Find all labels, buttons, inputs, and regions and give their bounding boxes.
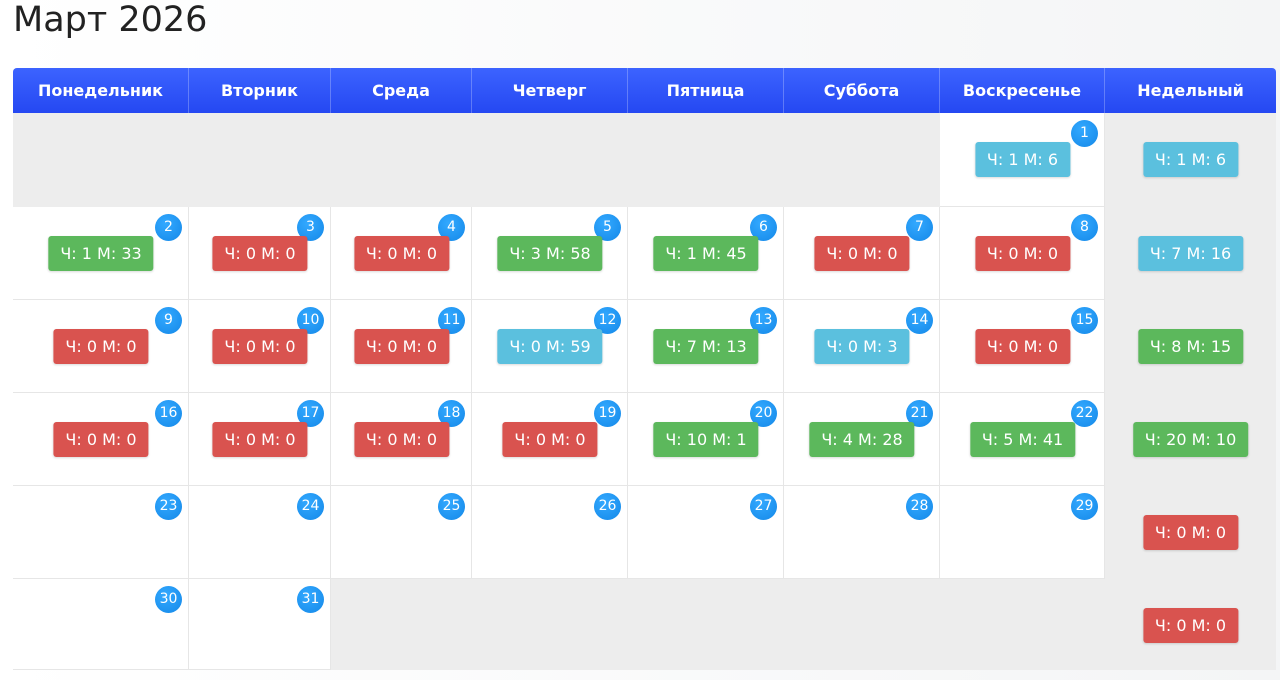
day-number: 12: [594, 307, 621, 334]
time-badge[interactable]: Ч: 5 М: 41: [969, 422, 1076, 457]
day-cell[interactable]: 16 Ч: 0 М: 0: [13, 393, 189, 486]
day-number: 10: [297, 307, 324, 334]
day-cell[interactable]: 9 Ч: 0 М: 0: [13, 300, 189, 393]
day-cell[interactable]: 8 Ч: 0 М: 0: [940, 207, 1105, 300]
day-cell[interactable]: 4 Ч: 0 М: 0: [331, 207, 472, 300]
day-cell[interactable]: 1 Ч: 1 М: 6: [940, 113, 1105, 207]
time-badge[interactable]: Ч: 0 М: 0: [974, 329, 1071, 364]
day-cell[interactable]: 3 Ч: 0 М: 0: [189, 207, 331, 300]
day-cell[interactable]: 25: [331, 486, 472, 579]
time-badge[interactable]: Ч: 0 М: 0: [212, 236, 308, 271]
day-number: 15: [1071, 307, 1098, 334]
time-badge[interactable]: Ч: 3 М: 58: [497, 236, 603, 271]
weekday-header: Понедельник: [13, 68, 189, 113]
weekday-header: Недельный: [1137, 81, 1244, 100]
day-number: 22: [1071, 400, 1098, 427]
time-badge[interactable]: Ч: 0 М: 0: [212, 329, 308, 364]
day-cell[interactable]: 31: [189, 579, 331, 670]
weekday-header: Четверг: [472, 68, 628, 113]
day-number: 14: [906, 307, 933, 334]
day-number: 1: [1071, 120, 1098, 147]
time-badge[interactable]: Ч: 0 М: 59: [497, 329, 603, 364]
day-cell[interactable]: 17 Ч: 0 М: 0: [189, 393, 331, 486]
day-cell[interactable]: 23: [13, 486, 189, 579]
day-cell[interactable]: 11 Ч: 0 М: 0: [331, 300, 472, 393]
weekly-total-badge[interactable]: Ч: 0 М: 0: [1142, 608, 1239, 643]
weekly-total-badge[interactable]: Ч: 20 М: 10: [1132, 422, 1249, 457]
weekly-total-badge[interactable]: Ч: 0 М: 0: [1142, 515, 1239, 550]
weekly-total-badge[interactable]: Ч: 1 М: 6: [1142, 142, 1239, 177]
time-badge[interactable]: Ч: 1 М: 45: [653, 236, 759, 271]
day-cell[interactable]: 27: [628, 486, 784, 579]
weekday-header: Пятница: [628, 68, 784, 113]
day-number: 29: [1071, 493, 1098, 520]
time-badge[interactable]: Ч: 1 М: 6: [974, 142, 1071, 177]
weekday-header: Вторник: [189, 68, 331, 113]
day-number: 2: [155, 214, 182, 241]
day-number: 23: [155, 493, 182, 520]
day-cell[interactable]: 15 Ч: 0 М: 0: [940, 300, 1105, 393]
time-badge[interactable]: Ч: 10 М: 1: [653, 422, 759, 457]
weekday-header: Суббота: [784, 68, 940, 113]
day-number: 26: [594, 493, 621, 520]
time-badge[interactable]: Ч: 0 М: 0: [53, 329, 149, 364]
day-number: 30: [155, 586, 182, 613]
day-number: 24: [297, 493, 324, 520]
weekday-header: Воскресенье: [940, 68, 1105, 113]
day-number: 8: [1071, 214, 1098, 241]
day-cell[interactable]: 18 Ч: 0 М: 0: [331, 393, 472, 486]
day-number: 28: [906, 493, 933, 520]
day-cell[interactable]: 6 Ч: 1 М: 45: [628, 207, 784, 300]
day-cell[interactable]: 12 Ч: 0 М: 59: [472, 300, 628, 393]
day-cell[interactable]: 5 Ч: 3 М: 58: [472, 207, 628, 300]
day-number: 16: [155, 400, 182, 427]
day-cell[interactable]: 30: [13, 579, 189, 670]
day-number: 27: [750, 493, 777, 520]
day-cell[interactable]: 20 Ч: 10 М: 1: [628, 393, 784, 486]
day-cell[interactable]: 28: [784, 486, 940, 579]
time-badge[interactable]: Ч: 0 М: 0: [353, 329, 450, 364]
page-title: Март 2026: [13, 0, 208, 40]
day-cell[interactable]: 13 Ч: 7 М: 13: [628, 300, 784, 393]
time-badge[interactable]: Ч: 4 М: 28: [809, 422, 915, 457]
day-number: 9: [155, 307, 182, 334]
calendar: Понедельник Вторник Среда Четверг Пятница Суб…: [13, 68, 1276, 670]
day-cell[interactable]: 2 Ч: 1 М: 33: [13, 207, 189, 300]
day-number: 19: [594, 400, 621, 427]
time-badge[interactable]: Ч: 0 М: 0: [502, 422, 598, 457]
day-cell[interactable]: 29: [940, 486, 1105, 579]
time-badge[interactable]: Ч: 0 М: 0: [212, 422, 308, 457]
day-number: 5: [594, 214, 621, 241]
time-badge[interactable]: Ч: 0 М: 0: [353, 422, 450, 457]
day-number: 7: [906, 214, 933, 241]
day-cell[interactable]: 7 Ч: 0 М: 0: [784, 207, 940, 300]
day-cell[interactable]: 21 Ч: 4 М: 28: [784, 393, 940, 486]
time-badge[interactable]: Ч: 0 М: 0: [53, 422, 149, 457]
time-badge[interactable]: Ч: 7 М: 13: [653, 329, 759, 364]
day-cell[interactable]: 14 Ч: 0 М: 3: [784, 300, 940, 393]
weekly-total-badge[interactable]: Ч: 7 М: 16: [1137, 236, 1244, 271]
weekly-total-badge[interactable]: Ч: 8 М: 15: [1137, 329, 1244, 364]
time-badge[interactable]: Ч: 0 М: 0: [353, 236, 450, 271]
weekday-header: Среда: [331, 68, 472, 113]
day-cell[interactable]: 22 Ч: 5 М: 41: [940, 393, 1105, 486]
day-cell[interactable]: 24: [189, 486, 331, 579]
day-cell[interactable]: 10 Ч: 0 М: 0: [189, 300, 331, 393]
day-number: 31: [297, 586, 324, 613]
day-cell[interactable]: 19 Ч: 0 М: 0: [472, 393, 628, 486]
time-badge[interactable]: Ч: 0 М: 3: [814, 329, 910, 364]
day-number: 25: [438, 493, 465, 520]
calendar-header: Понедельник Вторник Среда Четверг Пятница Суб…: [13, 68, 1276, 113]
time-badge[interactable]: Ч: 0 М: 0: [814, 236, 910, 271]
time-badge[interactable]: Ч: 1 М: 33: [48, 236, 154, 271]
day-cell[interactable]: 26: [472, 486, 628, 579]
time-badge[interactable]: Ч: 0 М: 0: [974, 236, 1071, 271]
